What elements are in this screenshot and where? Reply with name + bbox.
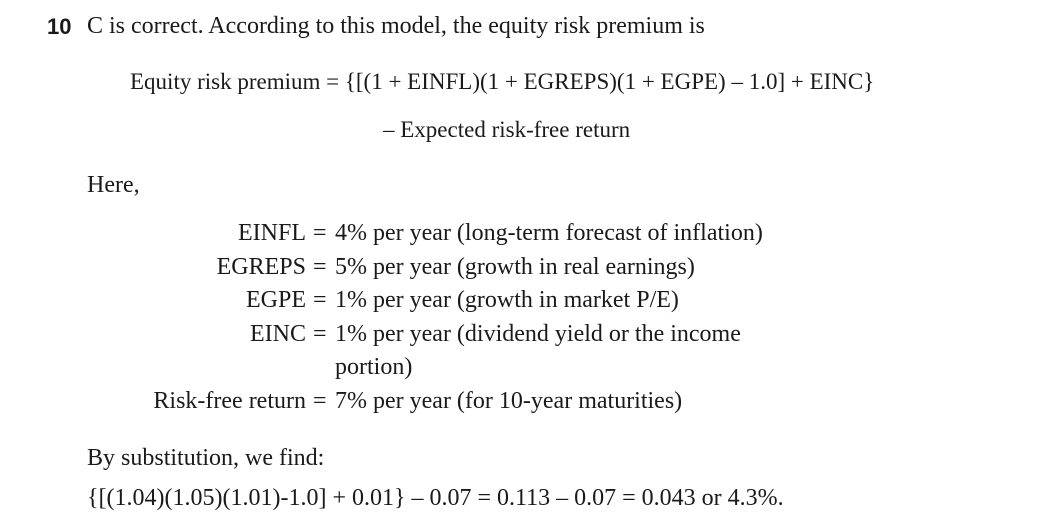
definition-text: 4% per year (long-term forecast of infla… (335, 220, 763, 246)
definition-text: 1% per year (growth in market P/E) (335, 287, 679, 314)
definition-term: EINC (250, 320, 306, 347)
substitution-result: {[(1.04)(1.05)(1.01)-1.0] + 0.01} – 0.07… (87, 485, 784, 511)
definition-text: portion) (335, 354, 413, 381)
formula-line: Equity risk premium = {[(1 + EINFL)(1 + … (130, 69, 875, 94)
equals-sign: = (313, 320, 327, 347)
substitution-intro: By substitution, we find: (87, 445, 325, 471)
question-lead: C is correct. According to this model, t… (87, 13, 705, 39)
definition-term: EGPE (246, 287, 306, 314)
definition-term: EGREPS (216, 253, 306, 280)
formula-line: – Expected risk-free return (383, 117, 631, 142)
definition-text: 7% per year (for 10-year maturities) (335, 388, 683, 414)
definition-text: 5% per year (growth in real earnings) (335, 253, 695, 280)
equals-sign: = (313, 388, 327, 414)
here-label: Here, (87, 172, 140, 198)
equals-sign: = (313, 253, 327, 280)
question-number: 10 (47, 14, 72, 39)
definition-term: Risk-free return (153, 388, 306, 414)
equals-sign: = (313, 287, 327, 314)
equals-sign: = (313, 220, 327, 246)
definition-text: 1% per year (dividend yield or the incom… (335, 320, 741, 347)
definition-term: EINFL (238, 220, 306, 246)
